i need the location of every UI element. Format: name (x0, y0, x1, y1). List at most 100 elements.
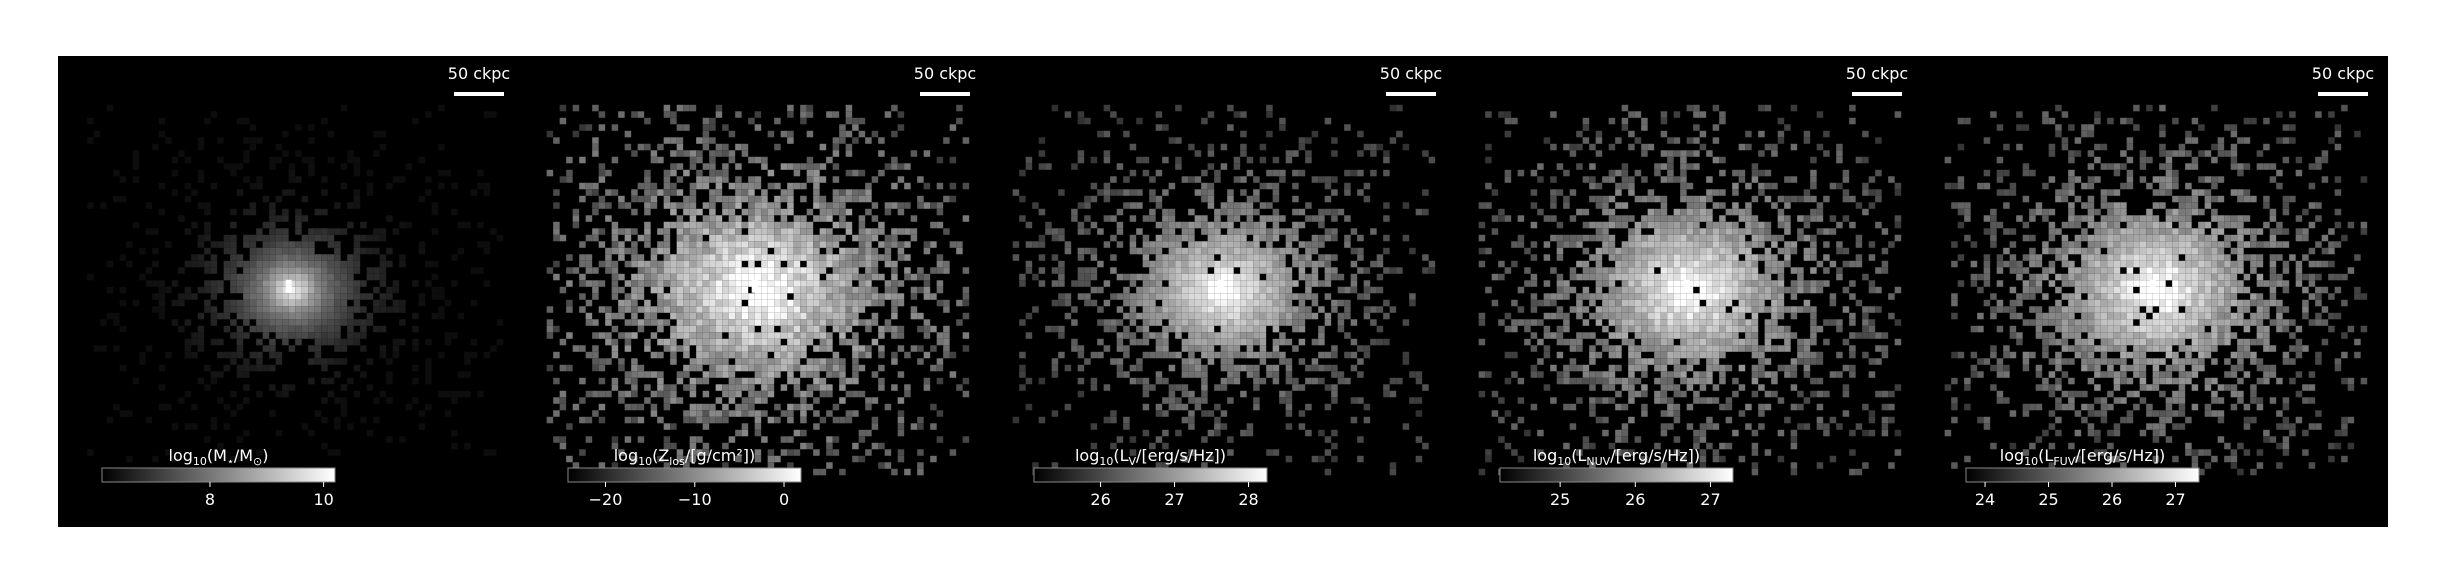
pixel (353, 319, 361, 326)
pixel (256, 273, 263, 281)
pixel (579, 345, 586, 352)
pixel (689, 280, 697, 287)
pixel (113, 319, 120, 326)
pixel (197, 137, 205, 144)
pixel (579, 293, 586, 300)
pixel (735, 338, 742, 346)
pixel (1116, 436, 1124, 443)
pixel (683, 247, 690, 255)
pixel (1680, 169, 1687, 177)
pixel (676, 241, 684, 248)
pixel (1504, 117, 1512, 125)
pixel (1667, 306, 1674, 313)
pixel (780, 254, 788, 261)
pixel (741, 195, 749, 203)
pixel (438, 390, 445, 398)
pixel (438, 169, 445, 177)
pixel (1784, 202, 1791, 209)
pixel (1259, 254, 1267, 261)
pixel (689, 312, 697, 320)
pixel (813, 163, 820, 170)
pixel (1582, 377, 1590, 385)
pixel (806, 241, 814, 248)
pixel (1253, 364, 1260, 372)
pixel (1084, 202, 1091, 209)
pixel (353, 195, 361, 203)
pixel (1647, 143, 1655, 151)
pixel (412, 377, 419, 385)
pixel (1227, 208, 1234, 216)
pixel (689, 208, 697, 216)
pixel (644, 273, 651, 281)
pixel (1712, 299, 1720, 307)
pixel (1181, 306, 1189, 313)
pixel (715, 332, 723, 339)
pixel (826, 410, 833, 417)
pixel (676, 221, 684, 229)
pixel (787, 319, 794, 326)
pixel (800, 299, 807, 307)
pixel (184, 260, 192, 268)
pixel (1214, 273, 1221, 281)
pixel (1673, 254, 1681, 261)
pixel (780, 267, 788, 274)
pixel (1240, 189, 1247, 196)
pixel (425, 176, 432, 183)
pixel (1582, 319, 1590, 326)
pixel (1051, 325, 1059, 333)
pixel (1595, 247, 1603, 255)
pixel (572, 130, 580, 138)
pixel (1064, 403, 1072, 411)
pixel (754, 293, 762, 300)
pixel (670, 351, 677, 359)
pixel (210, 338, 218, 346)
pixel (650, 150, 658, 157)
pixel (1201, 351, 1208, 359)
pixel (871, 215, 879, 222)
pixel (845, 111, 853, 118)
pixel (275, 332, 283, 339)
pixel (269, 163, 276, 170)
pixel (689, 364, 697, 372)
pixel (1491, 410, 1499, 417)
pixel (1732, 208, 1739, 216)
pixel (865, 208, 872, 216)
pixel (1530, 254, 1538, 261)
pixel (1608, 345, 1616, 352)
pixel (1693, 325, 1700, 333)
pixel (1673, 234, 1681, 242)
pixel (1686, 377, 1694, 385)
pixel (1582, 332, 1590, 339)
pixel (930, 325, 937, 333)
pixel (217, 156, 224, 164)
pixel (1628, 345, 1635, 352)
pixel (1155, 260, 1163, 268)
pixel (813, 286, 820, 294)
pixel (1725, 241, 1733, 248)
pixel (1272, 234, 1280, 242)
colorbar-label: log10(LV/[erg/s/Hz]) (1075, 446, 1226, 468)
pixel (858, 286, 866, 294)
pixel (1790, 358, 1798, 365)
pixel (1563, 462, 1570, 469)
pixel (145, 416, 153, 424)
pixel (1155, 338, 1163, 346)
pixel (431, 286, 439, 294)
pixel (1602, 208, 1609, 216)
pixel (386, 371, 393, 378)
pixel (1298, 299, 1306, 307)
pixel (282, 254, 289, 261)
pixel (709, 403, 716, 411)
pixel (1051, 462, 1059, 469)
pixel (1738, 228, 1746, 235)
pixel (1790, 267, 1798, 274)
pixel (1305, 306, 1312, 313)
pixel (832, 234, 840, 242)
pixel (1168, 208, 1176, 216)
pixel (1090, 351, 1098, 359)
pixel (598, 306, 606, 313)
pixel (1116, 228, 1124, 235)
pixel (1764, 403, 1772, 411)
pixel (217, 137, 224, 144)
pixel (780, 293, 788, 300)
